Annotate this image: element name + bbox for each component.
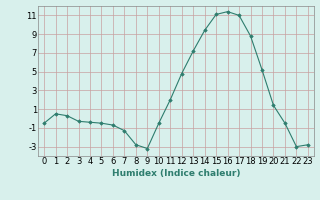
- X-axis label: Humidex (Indice chaleur): Humidex (Indice chaleur): [112, 169, 240, 178]
